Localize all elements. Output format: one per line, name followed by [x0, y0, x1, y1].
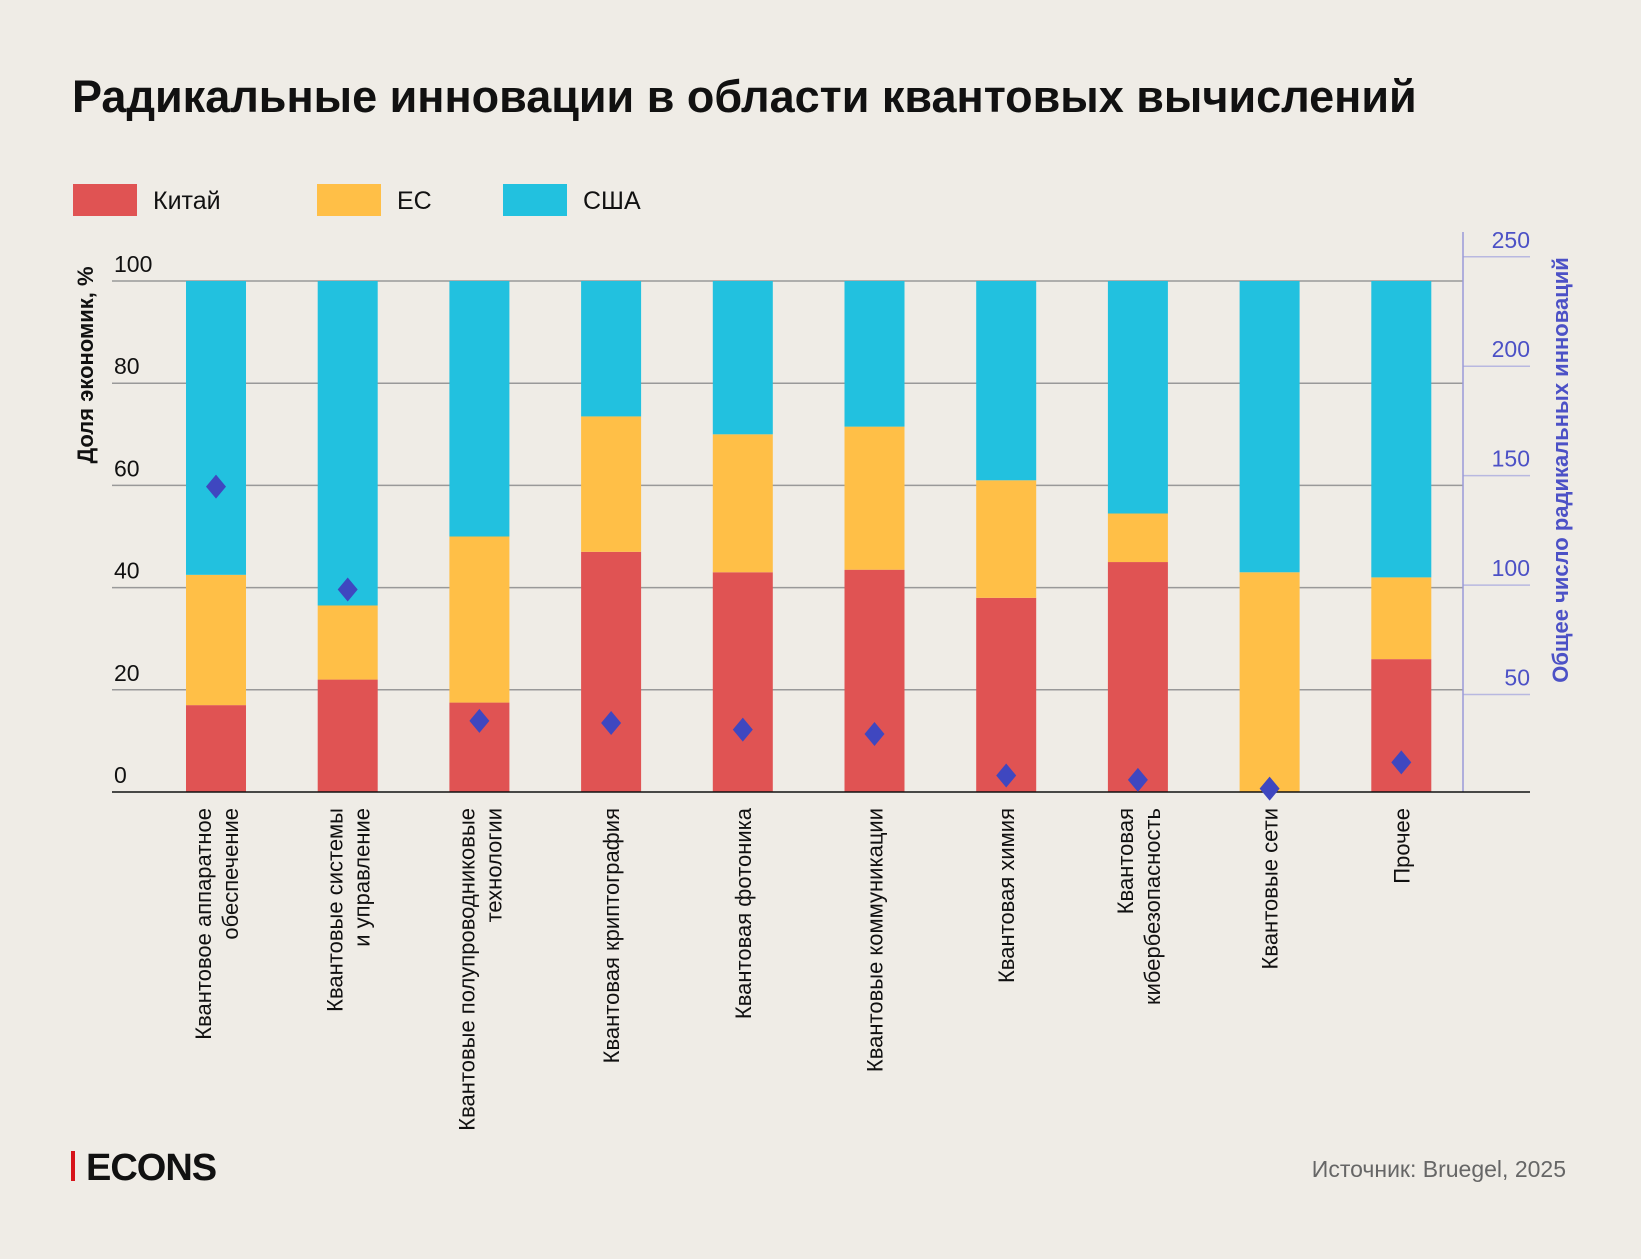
bar-segment-usa: [1107, 281, 1168, 514]
y-tick-label: 40: [114, 558, 140, 584]
bar-segment-eu: [1371, 577, 1432, 660]
category-label: Квантовая фотоника: [731, 807, 756, 1019]
category-label: Квантовые полупроводниковыетехнологии: [454, 808, 506, 1131]
y-tick-label: 80: [114, 353, 140, 379]
bar-segment-china: [317, 679, 378, 792]
category-label-line: Квантовое аппаратное: [191, 808, 216, 1040]
bar-segment-usa: [1371, 281, 1432, 578]
logo-accent-bar: [71, 1151, 75, 1181]
y-tick-label: 0: [114, 762, 127, 788]
legend-label-eu: ЕС: [397, 187, 432, 215]
bar-segment-china: [712, 572, 773, 792]
bar-segment-usa: [844, 281, 905, 427]
category-label-line: Квантовая криптография: [599, 808, 624, 1063]
category-label: Квантовая криптография: [599, 808, 624, 1063]
total-marker: [864, 721, 885, 746]
y2-tick-label: 50: [1504, 665, 1530, 691]
total-marker: [469, 708, 490, 733]
y2-tick-label: 250: [1492, 227, 1530, 253]
bar-segment-eu: [976, 480, 1037, 598]
total-markers: [206, 474, 1412, 801]
y-axis-label: Доля экономик, %: [73, 266, 98, 463]
category-label-line: и управление: [350, 808, 375, 947]
category-label-line: Прочее: [1389, 808, 1414, 884]
source-note: Источник: Bruegel, 2025: [1312, 1156, 1566, 1182]
legend: Китай ЕС США: [73, 184, 641, 216]
category-label-line: Квантовая фотоника: [731, 807, 756, 1019]
y-tick-label: 20: [114, 660, 140, 686]
legend-label-china: Китай: [153, 187, 221, 215]
category-label: Квантоваякибербезопасность: [1113, 808, 1165, 1005]
bar-segment-eu: [581, 416, 642, 552]
category-label-line: кибербезопасность: [1140, 808, 1165, 1005]
bar-segment-eu: [449, 536, 510, 703]
category-label-line: Квантовая химия: [994, 808, 1019, 983]
y2-tick-label: 200: [1492, 336, 1530, 362]
econs-logo: ECONS: [71, 1147, 217, 1189]
category-label: Квантовая химия: [994, 808, 1019, 983]
bar-segment-china: [581, 551, 642, 792]
legend-swatch-usa: [503, 184, 567, 216]
bar-segment-eu: [844, 426, 905, 570]
bar-segment-usa: [317, 281, 378, 606]
category-label: Квантовые системыи управление: [323, 808, 375, 1012]
category-label-line: Квантовые сети: [1258, 808, 1283, 969]
y2-tick-label: 100: [1492, 555, 1530, 581]
bar-segment-usa: [1239, 281, 1300, 573]
category-label-line: технологии: [481, 808, 506, 922]
bar-segment-china: [844, 569, 905, 792]
legend-swatch-eu: [317, 184, 381, 216]
bar-segment-china: [186, 705, 246, 792]
category-label: Прочее: [1389, 808, 1414, 884]
category-label-line: Квантовые системы: [323, 808, 348, 1012]
bar-segment-eu: [186, 574, 246, 706]
total-marker: [1391, 750, 1412, 775]
total-marker: [337, 577, 358, 602]
bar-segment-china: [1107, 562, 1168, 792]
category-label-line: Квантовая: [1113, 808, 1138, 914]
bar-segment-eu: [712, 434, 773, 573]
bars: [186, 281, 1432, 792]
category-label: Квантовые коммуникации: [863, 808, 888, 1072]
chart-title: Радикальные инновации в области квантовы…: [72, 71, 1417, 122]
bar-segment-usa: [186, 281, 246, 575]
category-label: Квантовое аппаратноеобеспечение: [191, 808, 243, 1040]
total-marker: [1259, 776, 1280, 801]
logo-text: ECONS: [86, 1147, 216, 1189]
bar-segment-usa: [581, 281, 642, 417]
total-marker: [1127, 767, 1148, 792]
y-tick-label: 100: [114, 251, 152, 277]
total-marker: [206, 474, 226, 499]
total-marker: [996, 763, 1017, 788]
bar-segment-usa: [976, 281, 1037, 481]
bar-segment-usa: [449, 281, 510, 537]
category-label-line: Квантовые полупроводниковые: [454, 808, 479, 1131]
total-marker: [601, 711, 622, 736]
bar-segment-eu: [1107, 513, 1168, 563]
axes: 0 20 40 60 80 100 50 100 150 200 250: [112, 227, 1530, 793]
category-label-line: обеспечение: [218, 808, 243, 940]
y2-tick-label: 150: [1492, 446, 1530, 472]
y-tick-label: 60: [114, 455, 140, 481]
legend-label-usa: США: [583, 187, 641, 215]
category-label: Квантовые сети: [1258, 808, 1283, 969]
bar-segment-eu: [1239, 572, 1300, 792]
category-label-line: Квантовые коммуникации: [863, 808, 888, 1072]
category-labels: Квантовое аппаратноеобеспечение Квантовые…: [191, 807, 1414, 1131]
total-marker: [732, 717, 753, 742]
bar-segment-china: [976, 597, 1037, 792]
legend-swatch-china: [73, 184, 137, 216]
bar-segment-eu: [317, 605, 378, 680]
y2-axis-label: Общее число радикальных инноваций: [1548, 257, 1573, 683]
bar-segment-usa: [712, 281, 773, 435]
